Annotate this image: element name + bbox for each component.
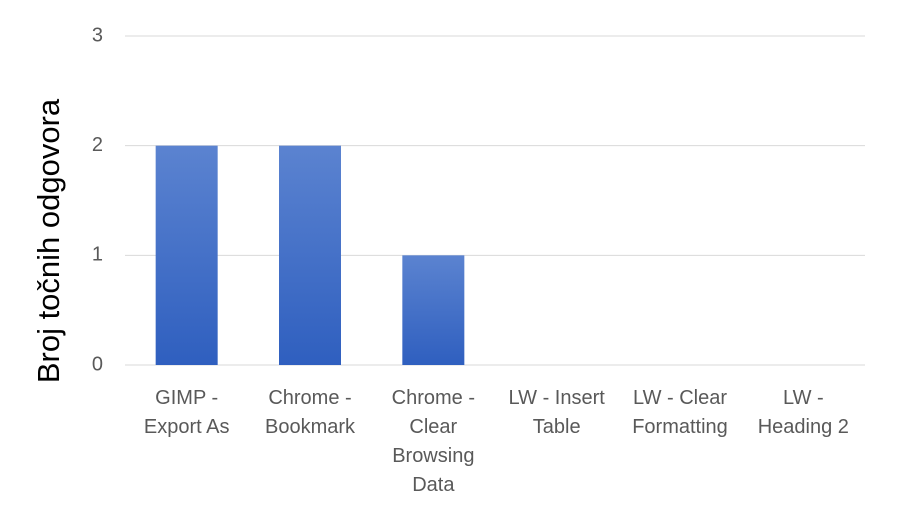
y-tick-label: 1 [92, 244, 103, 266]
gridlines [125, 35, 865, 366]
x-category-label: Chrome - Clear Browsing Data [392, 387, 475, 496]
y-tick-label: 3 [92, 24, 103, 46]
bar [279, 145, 341, 365]
bar [155, 145, 218, 365]
y-axis-title: Broj točnih odgovora [31, 98, 66, 383]
x-category-label: LW - Heading 2 [758, 387, 849, 438]
x-category-label-line: LW - [783, 387, 824, 409]
y-axis-ticks: 0 1 2 3 [92, 24, 103, 375]
bar [402, 255, 465, 365]
y-tick-label: 0 [92, 353, 103, 375]
x-category-label-line: Table [533, 416, 581, 438]
y-tick-label: 2 [92, 134, 103, 156]
x-category-label-line: Bookmark [265, 416, 356, 438]
x-category-label-line: GIMP - [155, 387, 218, 409]
x-category-label-line: Clear [409, 416, 457, 438]
x-category-label-line: LW - Insert [509, 387, 606, 409]
x-category-label-line: Heading 2 [758, 416, 849, 438]
x-category-label-line: Browsing [392, 445, 474, 467]
x-category-label: LW - Insert Table [509, 387, 606, 438]
x-category-label-line: Chrome - [392, 387, 475, 409]
x-category-label-line: Export As [144, 416, 230, 438]
x-category-label-line: Formatting [632, 416, 728, 438]
x-category-label: LW - Clear Formatting [632, 387, 728, 438]
x-category-label: GIMP - Export As [144, 387, 230, 438]
x-category-label-line: LW - Clear [633, 387, 727, 409]
bars [155, 145, 465, 365]
x-category-label-line: Chrome - [268, 387, 351, 409]
x-category-label: Chrome - Bookmark [265, 387, 356, 438]
x-category-label-line: Data [412, 474, 455, 496]
